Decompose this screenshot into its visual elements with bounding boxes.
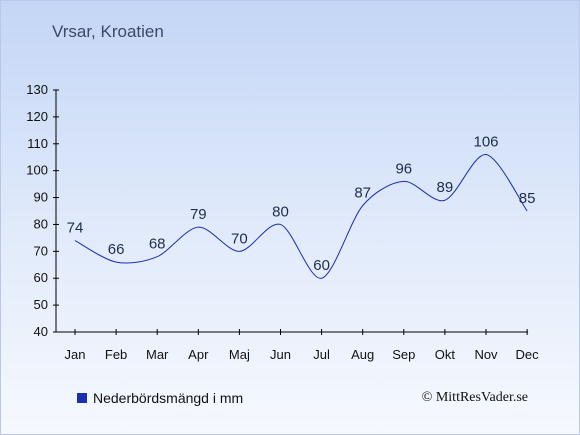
chart-title: Vrsar, Kroatien: [52, 22, 164, 41]
data-label: 74: [67, 220, 84, 237]
legend-label: Nederbördsmängd i mm: [93, 390, 244, 406]
x-tick-label: Jun: [270, 347, 291, 362]
data-label: 87: [354, 185, 371, 202]
x-tick-label: Jul: [313, 347, 330, 362]
data-label: 70: [231, 230, 248, 247]
x-tick-label: Dec: [516, 347, 540, 362]
x-tick-label: Nov: [474, 347, 498, 362]
y-tick-label: 60: [34, 270, 48, 285]
x-tick-label: Mar: [146, 347, 169, 362]
y-tick-label: 40: [34, 324, 48, 339]
legend: Nederbördsmängd i mm: [77, 390, 243, 406]
x-tick-label: Okt: [435, 347, 456, 362]
data-label: 60: [313, 257, 330, 274]
x-tick-label: Jan: [65, 347, 86, 362]
y-tick-label: 110: [27, 136, 48, 151]
data-label: 66: [108, 241, 125, 258]
y-tick-label: 120: [26, 109, 48, 124]
legend-swatch: [77, 393, 87, 403]
data-label: 89: [437, 179, 454, 196]
data-label: 106: [473, 134, 498, 151]
y-tick-label: 90: [34, 190, 48, 205]
x-tick-label: Feb: [105, 347, 127, 362]
data-label: 80: [272, 203, 289, 220]
y-tick-label: 50: [34, 297, 48, 312]
x-tick-label: Apr: [188, 347, 209, 362]
x-tick-label: Maj: [229, 347, 250, 362]
x-tick-label: Sep: [392, 347, 415, 362]
data-label: 79: [190, 206, 207, 223]
data-label: 96: [395, 160, 412, 177]
series-line-precipitation: [74, 154, 528, 279]
x-tick-label: Aug: [351, 347, 374, 362]
y-tick-label: 130: [26, 82, 48, 97]
data-label: 85: [519, 190, 536, 207]
y-tick-label: 80: [34, 216, 48, 231]
y-tick-label: 100: [26, 163, 48, 178]
data-label: 68: [149, 236, 166, 253]
copyright-text: © MittResVader.se: [421, 390, 528, 405]
y-tick-label: 70: [34, 243, 48, 258]
